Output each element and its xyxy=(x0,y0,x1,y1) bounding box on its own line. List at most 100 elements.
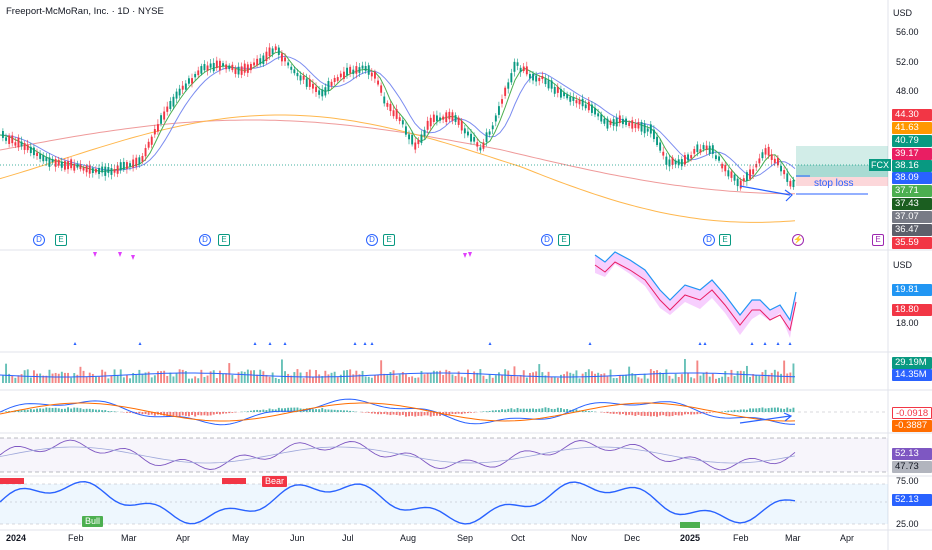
macd-histogram-bar xyxy=(498,410,500,412)
bull-signal-marker xyxy=(680,522,700,528)
volume-bar xyxy=(206,375,209,383)
candle-body xyxy=(529,74,531,79)
volume-bar xyxy=(439,370,441,383)
candle-body xyxy=(302,75,305,80)
volume-bar xyxy=(383,373,386,383)
volume-bar xyxy=(377,374,379,383)
candle-body xyxy=(166,106,169,112)
volume-bar xyxy=(408,377,410,383)
earnings-event-icon[interactable]: E xyxy=(872,234,884,246)
time-axis-label: Nov xyxy=(571,533,588,543)
candle-body xyxy=(315,86,317,92)
candle-body xyxy=(225,64,228,70)
signal-marker xyxy=(776,342,780,345)
macd-histogram-bar xyxy=(178,412,181,417)
volume-bar xyxy=(445,369,448,383)
macd-histogram-bar xyxy=(383,412,386,414)
volume-bar xyxy=(436,371,438,383)
volume-bar xyxy=(767,374,770,383)
candle-body xyxy=(482,142,485,149)
macd-histogram-bar xyxy=(494,410,497,412)
volume-bar xyxy=(76,374,79,383)
macd-histogram-bar xyxy=(451,412,454,414)
earnings-event-icon[interactable]: E xyxy=(719,234,731,246)
candle-body xyxy=(637,122,640,129)
dividend-event-icon[interactable]: D xyxy=(199,234,211,246)
dividend-event-icon[interactable]: D xyxy=(541,234,553,246)
macd-histogram-bar xyxy=(665,412,668,417)
macd-histogram-bar xyxy=(144,412,147,415)
earnings-event-icon[interactable]: E xyxy=(383,234,395,246)
volume-bar xyxy=(594,373,596,383)
macd-histogram-bar xyxy=(739,409,742,412)
candle-body xyxy=(715,155,717,160)
candle-body xyxy=(457,117,460,125)
ma-50-line xyxy=(0,55,796,177)
time-axis-label: Dec xyxy=(624,533,641,543)
candle-body xyxy=(262,55,265,65)
macd-histogram-bar xyxy=(550,408,553,412)
macd-histogram-bar xyxy=(222,412,224,414)
candle-body xyxy=(116,165,119,174)
candle-body xyxy=(711,145,714,154)
dividend-event-icon[interactable]: D xyxy=(703,234,715,246)
dividend-event-icon[interactable]: D xyxy=(33,234,45,246)
macd-histogram-bar xyxy=(262,409,265,412)
candle-body xyxy=(640,122,643,132)
candle-body xyxy=(209,63,212,68)
earnings-event-icon[interactable]: E xyxy=(558,234,570,246)
macd-histogram-bar xyxy=(101,410,104,412)
signal-marker xyxy=(698,342,702,345)
macd-signal-line xyxy=(0,402,796,422)
volume-bar xyxy=(20,374,23,383)
macd-histogram-bar xyxy=(749,408,751,412)
volume-bar xyxy=(730,369,733,383)
macd-histogram-bar xyxy=(516,407,519,412)
macd-histogram-bar xyxy=(730,410,733,412)
macd-histogram-bar xyxy=(91,409,94,412)
macd-histogram-bar xyxy=(473,412,476,413)
split-event-icon[interactable]: ⚡ xyxy=(792,234,804,246)
macd-histogram-bar xyxy=(206,412,209,416)
candle-body xyxy=(690,155,693,159)
volume-bar xyxy=(395,375,398,383)
macd-line xyxy=(0,398,796,426)
volume-bar xyxy=(491,377,494,383)
candle-body xyxy=(355,66,358,74)
candle-body xyxy=(448,111,451,120)
volume-bar xyxy=(290,375,293,383)
dividend-event-icon[interactable]: D xyxy=(366,234,378,246)
macd-histogram-bar xyxy=(85,408,88,412)
macd-histogram-bar xyxy=(408,412,410,417)
candle-body xyxy=(671,157,674,166)
volume-bar xyxy=(268,376,271,383)
macd-histogram-bar xyxy=(29,409,32,412)
macd-histogram-bar xyxy=(693,412,696,415)
volume-bar xyxy=(411,376,414,383)
candle-body xyxy=(398,117,401,122)
volume-bar xyxy=(144,372,147,383)
earnings-event-icon[interactable]: E xyxy=(55,234,67,246)
candle-body xyxy=(367,65,370,75)
candle-body xyxy=(36,152,38,156)
macd-histogram-bar xyxy=(79,408,82,412)
macd-histogram-bar xyxy=(138,412,141,414)
volume-bar xyxy=(225,373,228,383)
candle-body xyxy=(60,161,63,168)
candle-body xyxy=(631,120,634,129)
currency-label[interactable]: USD xyxy=(893,8,913,18)
candle-body xyxy=(346,67,348,76)
candle-body xyxy=(488,131,491,135)
earnings-event-icon[interactable]: E xyxy=(218,234,230,246)
macd-histogram-bar xyxy=(556,407,559,412)
symbol-tag[interactable]: FCX xyxy=(869,159,891,171)
candle-body xyxy=(680,159,683,167)
volume-bar xyxy=(513,366,516,383)
volume-bar xyxy=(172,376,175,383)
volume-bar xyxy=(417,377,420,383)
candle-body xyxy=(119,162,122,171)
candle-body xyxy=(736,178,739,187)
macd-histogram-bar xyxy=(228,412,231,414)
macd-histogram-bar xyxy=(767,408,770,412)
